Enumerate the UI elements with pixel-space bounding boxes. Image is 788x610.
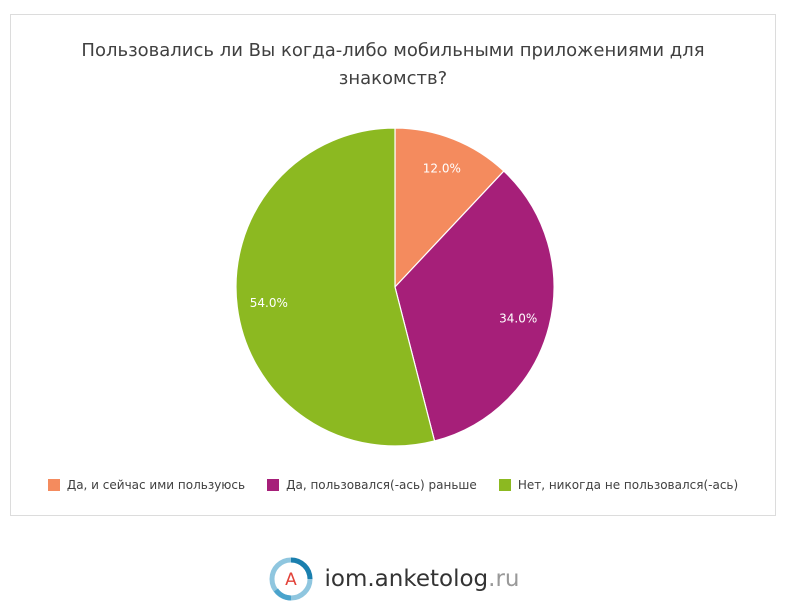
legend-swatch — [267, 479, 280, 491]
pie-slice-2[interactable] — [235, 127, 436, 447]
pie-chart: 12.0% 34.0% 54.0% — [235, 127, 555, 447]
anketolog-logo-icon: A — [269, 557, 313, 601]
legend-swatch — [47, 479, 60, 491]
legend-label: Да, и сейчас ими пользуюсь — [66, 478, 246, 492]
slice-data-label-2: 54.0% — [250, 296, 288, 310]
pie-slice-1[interactable] — [394, 170, 555, 442]
slice-data-label-1: 34.0% — [499, 312, 537, 326]
logo-letter: A — [286, 570, 298, 590]
legend-item-2[interactable]: Нет, никогда не пользовался(-ась) — [498, 478, 739, 492]
legend-item-1[interactable]: Да, пользовался(-ась) раньше — [267, 478, 477, 492]
legend-item-0[interactable]: Да, и сейчас ими пользуюсь — [47, 478, 246, 492]
chart-legend: Да, и сейчас ими пользуюсь Да, пользовалс… — [11, 478, 775, 492]
slice-data-label-0: 12.0% — [423, 162, 461, 176]
brand-link[interactable]: iom.anketolog.ru — [324, 566, 519, 592]
pie-slice-0[interactable] — [394, 127, 505, 289]
brand-tld: .ru — [488, 566, 520, 592]
brand-name: iom.anketolog — [324, 566, 489, 592]
legend-label: Да, пользовался(-ась) раньше — [286, 478, 477, 492]
chart-card: Пользовались ли Вы когда-либо мобильными… — [10, 14, 776, 516]
chart-title: Пользовались ли Вы когда-либо мобильными… — [81, 40, 705, 89]
legend-swatch — [498, 479, 511, 491]
legend-label: Нет, никогда не пользовался(-ась) — [517, 478, 739, 492]
footer-brand: A iom.anketolog.ru — [0, 556, 788, 602]
